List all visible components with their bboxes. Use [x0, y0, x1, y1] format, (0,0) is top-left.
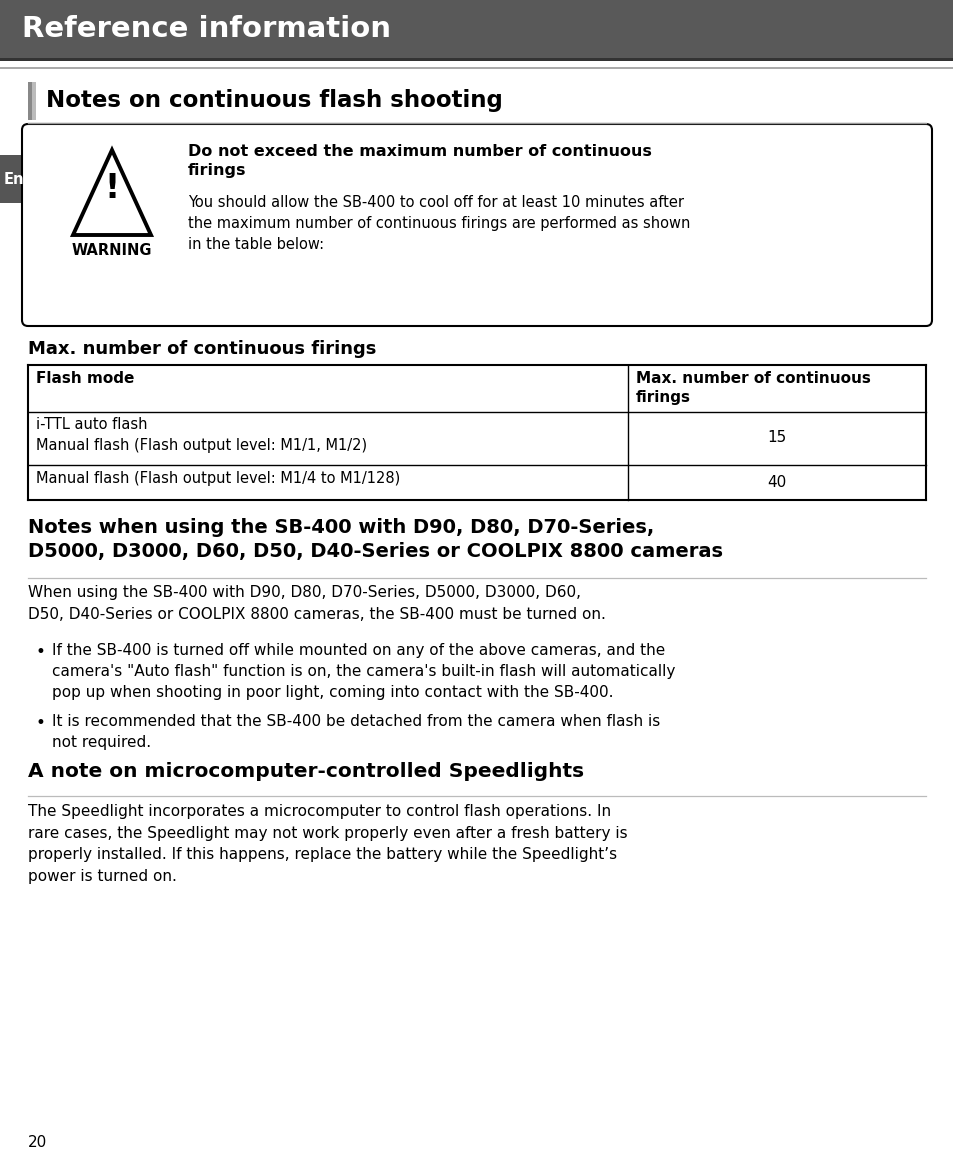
- Text: When using the SB-400 with D90, D80, D70-Series, D5000, D3000, D60,
D50, D40-Ser: When using the SB-400 with D90, D80, D70…: [28, 585, 605, 621]
- Text: Do not exceed the maximum number of continuous
firings: Do not exceed the maximum number of cont…: [188, 143, 651, 178]
- Text: Notes on continuous flash shooting: Notes on continuous flash shooting: [46, 89, 502, 112]
- Text: En: En: [4, 171, 24, 186]
- Polygon shape: [73, 150, 151, 235]
- Bar: [0, 0, 953, 58]
- Text: Flash mode: Flash mode: [36, 371, 134, 386]
- Text: Max. number of continuous firings: Max. number of continuous firings: [28, 340, 376, 358]
- Text: Notes when using the SB-400 with D90, D80, D70-Series,
D5000, D3000, D60, D50, D: Notes when using the SB-400 with D90, D8…: [28, 518, 722, 561]
- Bar: [32, 82, 36, 120]
- Text: •: •: [36, 714, 46, 732]
- Text: i-TTL auto flash
Manual flash (Flash output level: M1/1, M1/2): i-TTL auto flash Manual flash (Flash out…: [36, 417, 367, 454]
- Bar: [28, 82, 32, 120]
- Bar: [0, 155, 28, 202]
- Text: Reference information: Reference information: [22, 15, 391, 43]
- Bar: [0, 58, 953, 61]
- Text: If the SB-400 is turned off while mounted on any of the above cameras, and the
c: If the SB-400 is turned off while mounte…: [52, 643, 675, 700]
- Text: The Speedlight incorporates a microcomputer to control flash operations. In
rare: The Speedlight incorporates a microcompu…: [28, 804, 627, 884]
- Text: !: !: [104, 171, 119, 205]
- FancyBboxPatch shape: [22, 124, 931, 326]
- Text: A note on microcomputer-controlled Speedlights: A note on microcomputer-controlled Speed…: [28, 762, 583, 781]
- Text: 40: 40: [766, 476, 786, 491]
- Text: You should allow the SB-400 to cool off for at least 10 minutes after
the maximu: You should allow the SB-400 to cool off …: [188, 196, 690, 252]
- Text: 20: 20: [28, 1135, 48, 1150]
- Text: Max. number of continuous
firings: Max. number of continuous firings: [636, 371, 870, 405]
- Text: Manual flash (Flash output level: M1/4 to M1/128): Manual flash (Flash output level: M1/4 t…: [36, 471, 400, 486]
- Text: WARNING: WARNING: [71, 243, 152, 258]
- Text: •: •: [36, 643, 46, 661]
- Text: It is recommended that the SB-400 be detached from the camera when flash is
not : It is recommended that the SB-400 be det…: [52, 714, 659, 750]
- Text: 15: 15: [766, 430, 786, 445]
